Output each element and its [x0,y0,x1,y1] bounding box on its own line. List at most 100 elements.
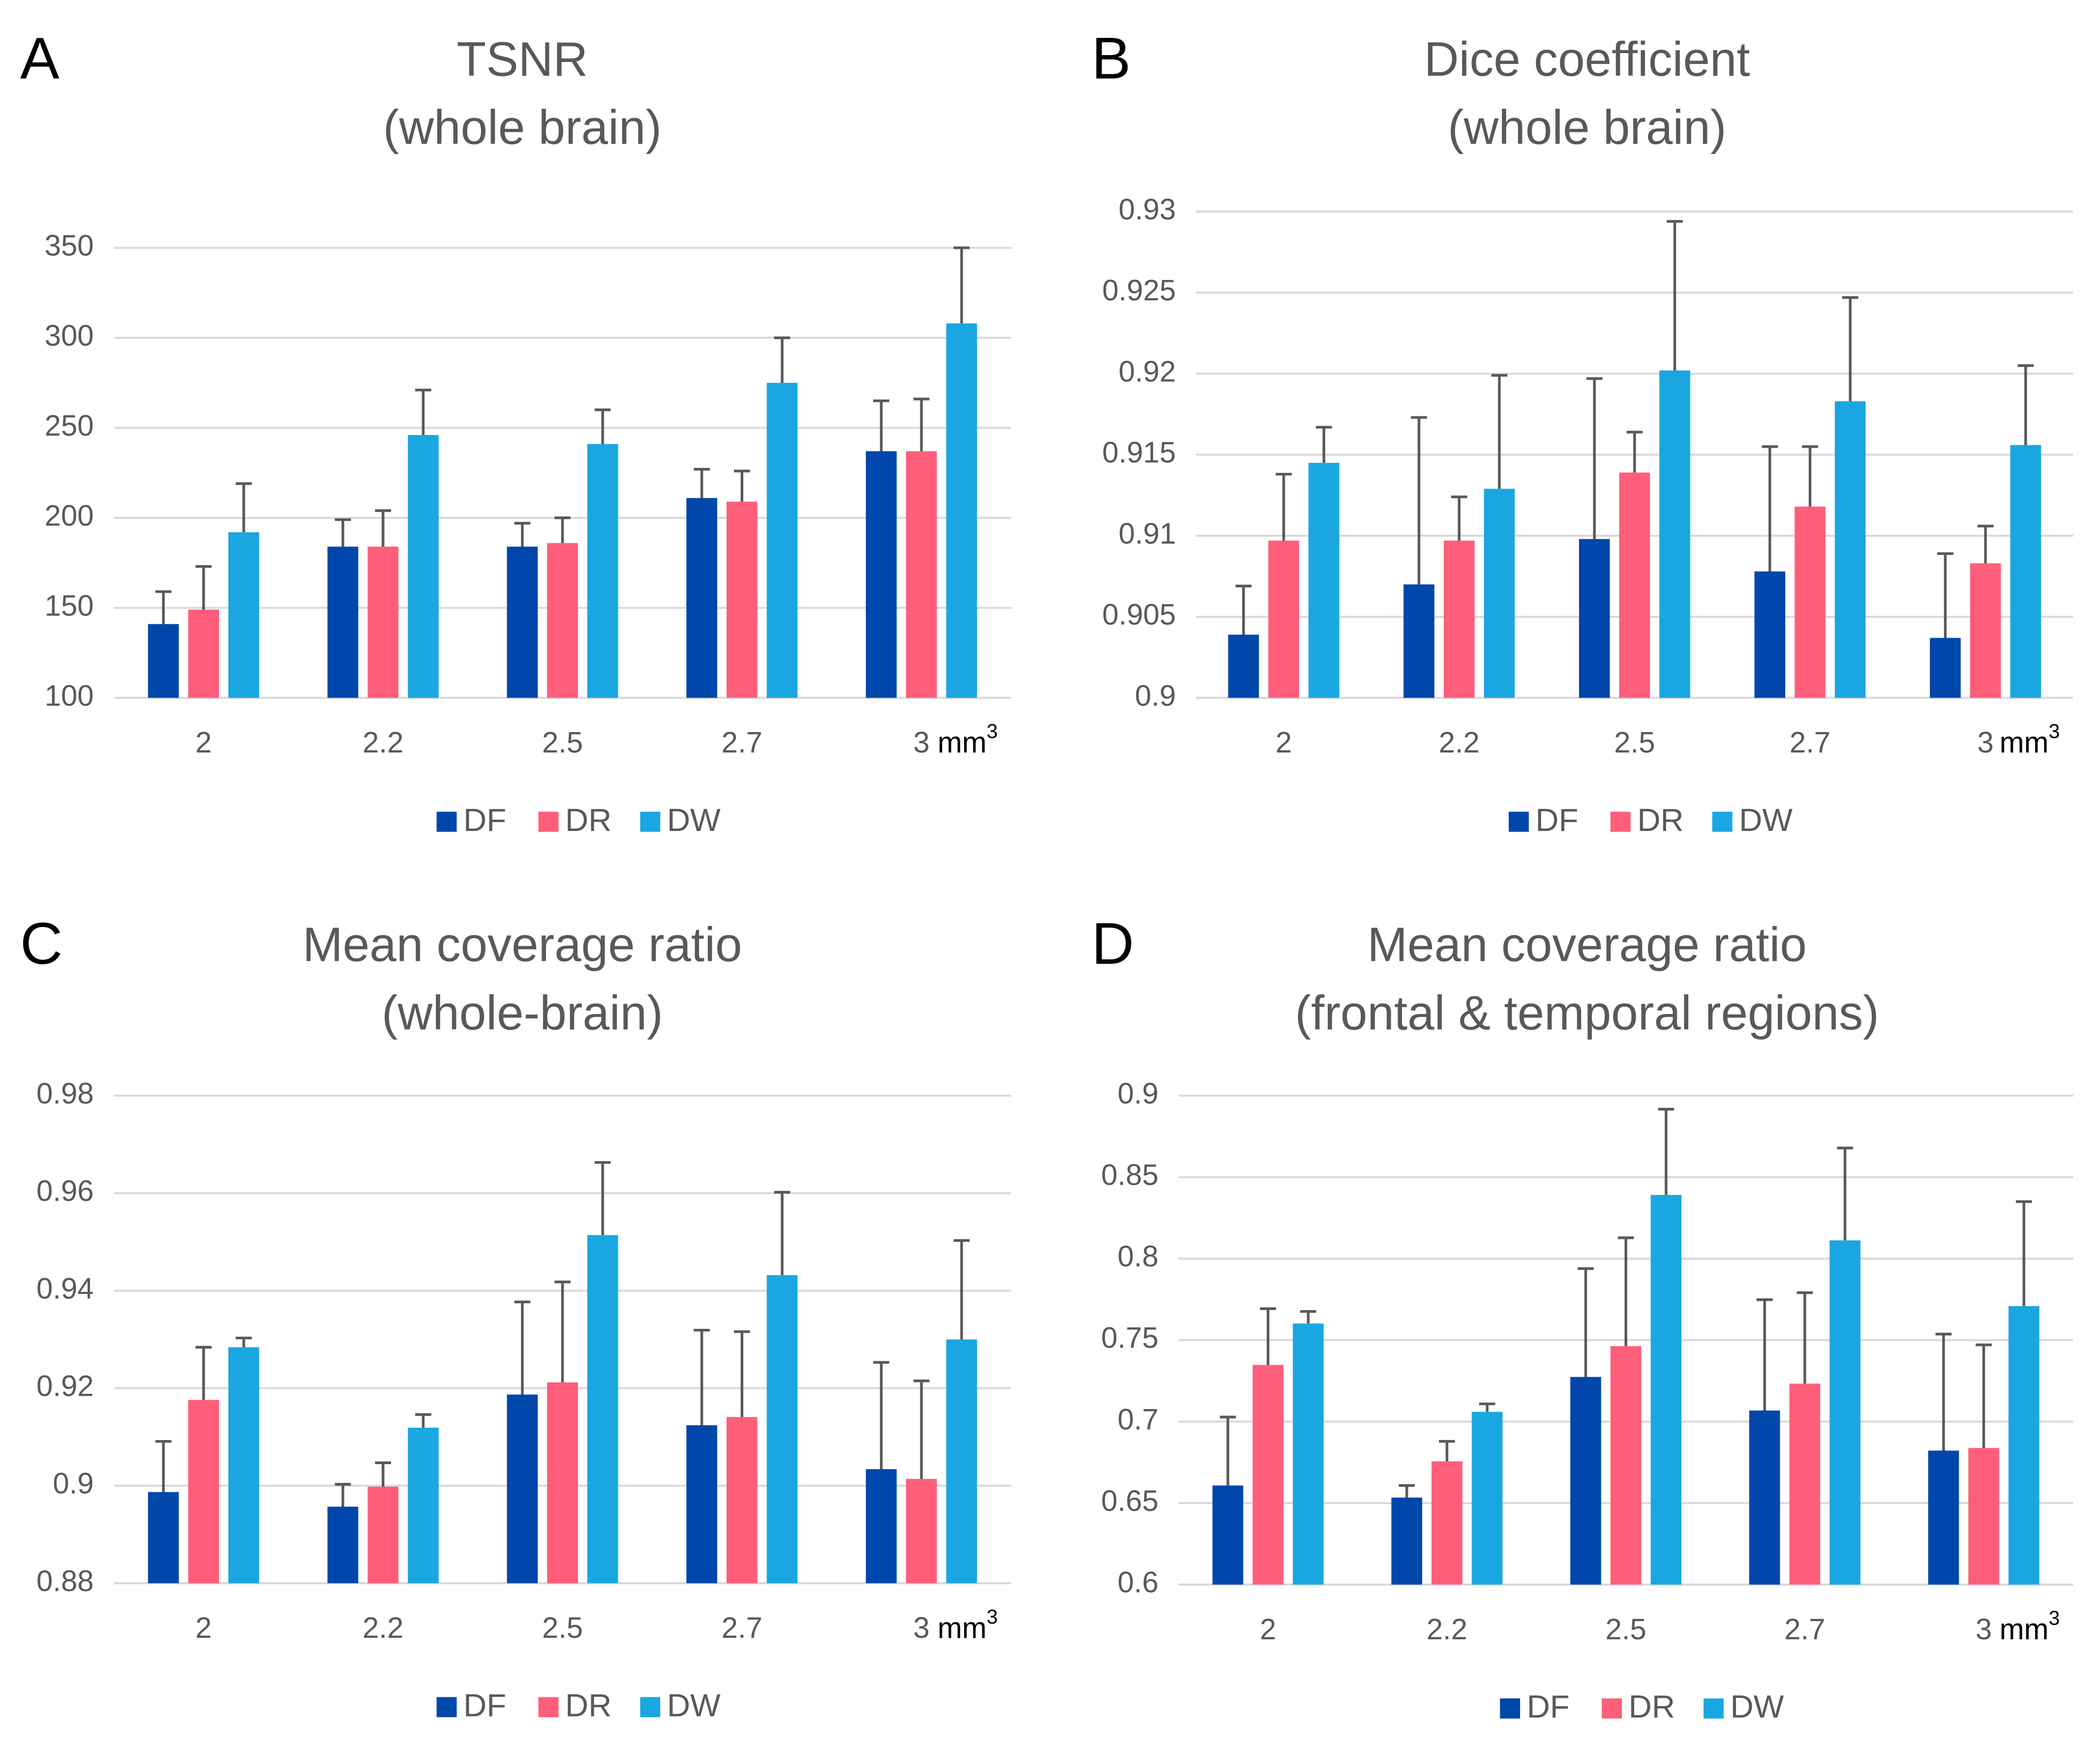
bar [946,323,977,698]
error-bar [155,590,172,624]
error-bar [1842,296,1858,401]
error-bar [873,399,889,452]
x-tick-label: 3 [913,726,929,759]
y-tick-label: 0.93 [1119,193,1176,226]
legend-swatch [1500,1698,1521,1719]
bar [327,547,359,698]
error-bar [1796,1291,1813,1384]
error-bar [1479,1402,1495,1412]
legend-label: DF [463,802,506,838]
bar [1659,370,1690,698]
error-bar [733,469,750,502]
legend-swatch [538,1697,559,1718]
error-bar [594,408,611,444]
bar [906,451,937,698]
legend-label: DW [1731,1689,1784,1724]
bar [408,1427,439,1584]
error-bar [1802,445,1818,507]
bar [1650,1195,1682,1585]
error-bar [1300,1310,1316,1324]
error-bar [2015,1200,2032,1306]
error-bar [514,1300,531,1395]
x-unit-power: 3 [2049,720,2060,742]
legend-swatch [436,811,457,832]
bar [1391,1497,1423,1585]
error-bar [375,509,392,547]
bar [148,1492,179,1584]
bar [1789,1383,1821,1585]
y-tick-label: 0.96 [36,1174,94,1207]
y-tick-label: 100 [45,679,94,712]
panel-letter: D [1092,911,1134,977]
error-bar [335,518,351,547]
bar [1431,1461,1462,1585]
chart-subtitle: (whole brain) [383,100,662,154]
x-tick-label: 2.2 [1439,726,1480,759]
x-tick-label: 2 [195,726,212,759]
bar [2009,1306,2039,1585]
error-bar [774,1191,791,1275]
bar [228,1347,259,1584]
y-tick-label: 150 [45,589,94,622]
x-unit-power: 3 [987,720,998,742]
bar [727,501,758,698]
chart-title: TSNR [457,32,588,86]
error-bar [694,468,710,498]
legend-swatch [436,1697,457,1718]
legend-swatch [538,811,559,832]
legend: DF DR DW [436,802,721,838]
bar [507,547,538,698]
error-bar [415,389,431,435]
bar [1619,472,1650,698]
bar [946,1339,977,1584]
x-tick-label: 2.2 [1427,1613,1467,1646]
bar [1754,571,1786,698]
error-bar [2017,364,2034,445]
chart-title: Mean coverage ratio [1368,917,1807,971]
legend-swatch [1508,811,1529,832]
error-bar [236,482,252,532]
error-bar [694,1328,710,1425]
chart-title: Mean coverage ratio [303,917,742,971]
x-unit-power: 3 [2049,1606,2060,1629]
error-bar [1658,1107,1674,1195]
error-bar [953,1239,970,1340]
bar [727,1417,758,1584]
legend: DF DR DW [1508,802,1793,838]
bar [1579,539,1610,698]
x-tick-label: 3 [913,1611,929,1644]
y-tick-label: 0.915 [1102,436,1176,469]
bar [1228,634,1259,698]
legend-label: DF [1535,802,1578,838]
error-bar [1617,1236,1634,1347]
x-tick-label: 2 [1276,726,1292,759]
bar [228,532,259,698]
bar [1795,506,1826,698]
error-bar [554,516,571,543]
legend-swatch [1602,1698,1622,1719]
x-tick-label: 2.5 [1614,726,1655,759]
y-tick-label: 0.88 [36,1565,94,1597]
y-tick-label: 0.75 [1101,1321,1158,1354]
y-tick-label: 0.94 [36,1272,94,1305]
x-tick-label: 2.5 [542,726,583,759]
error-bar [1315,426,1332,463]
legend-swatch [640,811,661,832]
bar [686,498,717,698]
bar [1968,1448,1999,1585]
bar [866,1469,897,1584]
y-tick-label: 0.8 [1118,1240,1158,1273]
x-tick-label: 2.7 [1784,1613,1825,1646]
y-tick-label: 0.905 [1102,598,1176,631]
error-bar [375,1461,392,1487]
bar [686,1425,717,1584]
bar [587,1235,618,1584]
chart-subtitle: (whole-brain) [382,985,663,1040]
legend-swatch [640,1697,661,1718]
x-tick-label: 2.2 [363,726,403,759]
x-unit-power: 3 [987,1605,998,1628]
y-tick-label: 350 [45,229,94,262]
legend-label: DF [1527,1689,1570,1724]
chart-title: Dice coefficient [1424,32,1750,86]
